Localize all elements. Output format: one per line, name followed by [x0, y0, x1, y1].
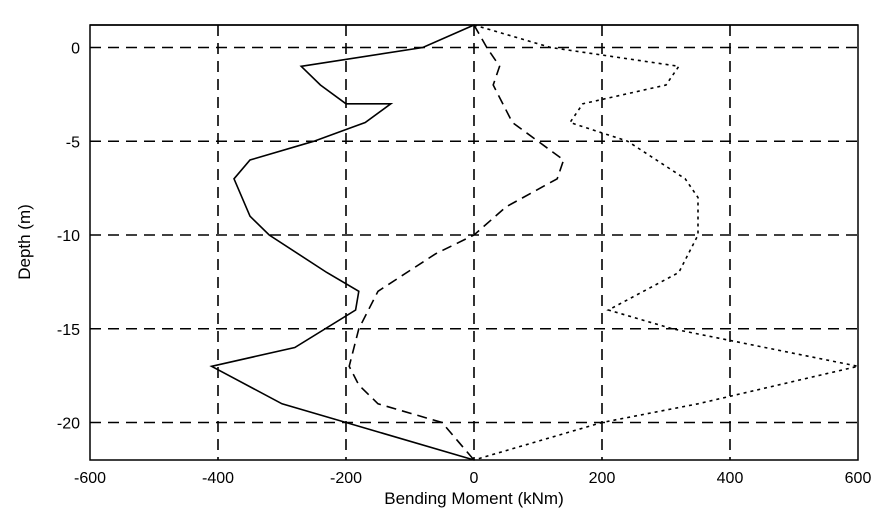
y-tick-label: 0 — [71, 41, 80, 58]
x-tick-label: 0 — [470, 470, 479, 487]
y-tick-labels: 0 -5 -10 -15 -20 — [57, 41, 80, 433]
series-group — [209, 24, 859, 461]
grid-lines — [90, 24, 858, 460]
y-tick-label: -15 — [57, 322, 80, 339]
x-tick-label: -600 — [74, 470, 106, 487]
series-line-solid — [209, 24, 475, 461]
x-tick-label: -400 — [202, 470, 234, 487]
series-line-dotted — [473, 24, 859, 461]
x-tick-label: 200 — [589, 470, 616, 487]
x-tick-label: 600 — [845, 470, 872, 487]
y-tick-label: -5 — [66, 134, 80, 151]
y-axis-title: Depth (m) — [15, 204, 34, 280]
series-line-dashed — [348, 24, 565, 461]
x-tick-labels: -600 -400 -200 0 200 400 600 — [74, 470, 871, 487]
y-tick-label: -20 — [57, 416, 80, 433]
x-tick-label: 400 — [717, 470, 744, 487]
x-axis-title: Bending Moment (kNm) — [384, 489, 564, 508]
y-tick-label: -10 — [57, 228, 80, 245]
x-tick-label: -200 — [330, 470, 362, 487]
